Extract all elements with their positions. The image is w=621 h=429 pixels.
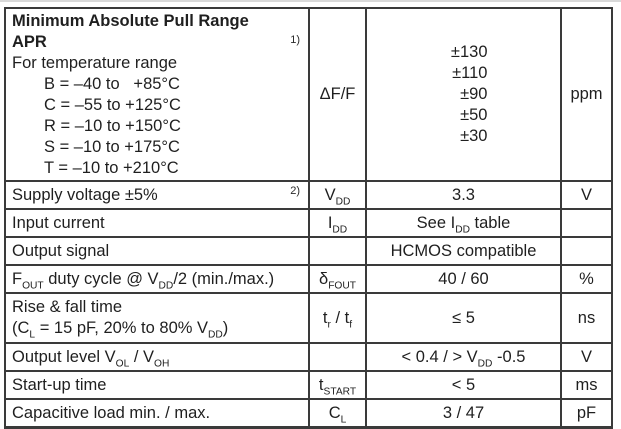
unit-cell: V <box>560 180 613 210</box>
apr-value-r: ±90 <box>460 85 488 103</box>
symbol-cell: tSTART <box>308 370 367 400</box>
table-row-duty-cycle: FOUT duty cycle @ VDD/2 (min./max.) δFOU… <box>4 264 613 294</box>
apr-subtitle: For temperature range <box>12 53 178 72</box>
apr-unit-cell: ppm <box>560 7 613 182</box>
unit-cell <box>560 236 613 266</box>
table-row-apr: Minimum Absolute Pull Range APR 1) For t… <box>4 7 613 182</box>
unit-cell: pF <box>560 398 613 429</box>
value-cell: < 0.4 / > VDD -0.5 <box>365 342 562 372</box>
unit-cell: ns <box>560 292 613 344</box>
param-text: FOUT duty cycle @ VDD/2 (min./max.) <box>12 269 275 291</box>
spec-table: Minimum Absolute Pull Range APR 1) For t… <box>4 7 613 429</box>
unit-cell <box>560 208 613 238</box>
apr-value-t: ±30 <box>460 127 488 145</box>
temp-range-t: T = –10 to +210°C <box>44 158 179 177</box>
param-text: Supply voltage ±5% <box>12 185 158 204</box>
symbol-cell <box>308 342 367 372</box>
page-edge-line <box>0 0 621 2</box>
table-row-output-level: Output level VOL / VOH < 0.4 / > VDD -0.… <box>4 342 613 372</box>
apr-value-cell: ±130 ±110 ±90 ±50 ±30 <box>365 7 562 182</box>
param-cell-output-level: Output level VOL / VOH <box>4 342 310 372</box>
temp-range-c: C = –55 to +125°C <box>44 95 181 114</box>
table-row-rise-fall-time: Rise & fall time (CL = 15 pF, 20% to 80%… <box>4 292 613 344</box>
param-cell-output-signal: Output signal <box>4 236 310 266</box>
param-text: Output level VOL / VOH <box>12 347 170 369</box>
unit-cell: ms <box>560 370 613 400</box>
temp-range-r: R = –10 to +150°C <box>44 116 181 135</box>
apr-title-line2: APR <box>12 32 47 51</box>
apr-value-b: ±130 <box>450 43 488 61</box>
param-cell-input-current: Input current <box>4 208 310 238</box>
param-cell-supply-voltage: Supply voltage ±5% 2) <box>4 180 310 210</box>
table-row-capacitive-load: Capacitive load min. / max. CL 3 / 47 pF <box>4 398 613 429</box>
unit-cell: % <box>560 264 613 294</box>
value-cell: HCMOS compatible <box>365 236 562 266</box>
param-cell-startup-time: Start-up time <box>4 370 310 400</box>
symbol-cell: CL <box>308 398 367 429</box>
value-cell: 3.3 <box>365 180 562 210</box>
footnote-ref-2: 2) <box>290 185 300 197</box>
table-row-input-current: Input current IDD See IDD table <box>4 208 613 238</box>
apr-value-s: ±50 <box>460 106 488 124</box>
param-cell-duty-cycle: FOUT duty cycle @ VDD/2 (min./max.) <box>4 264 310 294</box>
temp-range-s: S = –10 to +175°C <box>44 137 180 156</box>
param-text: Rise & fall time (CL = 15 pF, 20% to 80%… <box>12 298 229 341</box>
value-cell: See IDD table <box>365 208 562 238</box>
footnote-ref-1: 1) <box>290 34 300 46</box>
value-cell: 40 / 60 <box>365 264 562 294</box>
symbol-cell <box>308 236 367 266</box>
symbol-cell: VDD <box>308 180 367 210</box>
param-cell-rise-fall-time: Rise & fall time (CL = 15 pF, 20% to 80%… <box>4 292 310 344</box>
apr-param-cell: Minimum Absolute Pull Range APR 1) For t… <box>4 7 310 182</box>
value-cell: ≤ 5 <box>365 292 562 344</box>
param-text: Output signal <box>12 241 110 260</box>
apr-title-line1: Minimum Absolute Pull Range <box>12 11 249 30</box>
apr-value-c: ±110 <box>452 64 488 82</box>
table-row-supply-voltage: Supply voltage ±5% 2) VDD 3.3 V <box>4 180 613 210</box>
symbol-cell: δFOUT <box>308 264 367 294</box>
table-row-startup-time: Start-up time tSTART < 5 ms <box>4 370 613 400</box>
param-text: Start-up time <box>12 375 107 394</box>
value-cell: 3 / 47 <box>365 398 562 429</box>
param-cell-capacitive-load: Capacitive load min. / max. <box>4 398 310 429</box>
table-row-output-signal: Output signal HCMOS compatible <box>4 236 613 266</box>
symbol-cell: tr / tf <box>308 292 367 344</box>
symbol-cell: IDD <box>308 208 367 238</box>
param-text: Capacitive load min. / max. <box>12 403 211 422</box>
unit-cell: V <box>560 342 613 372</box>
apr-symbol-cell: ΔF/F <box>308 7 367 182</box>
temp-range-b: B = –40 to +85°C <box>44 74 180 93</box>
value-cell: < 5 <box>365 370 562 400</box>
param-text: Input current <box>12 213 105 232</box>
